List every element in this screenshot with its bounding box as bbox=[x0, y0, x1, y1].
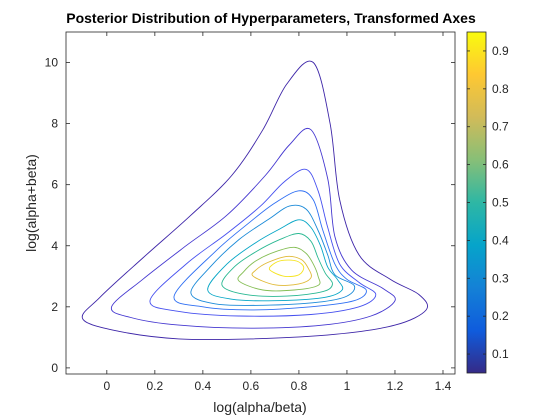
x-tick-label: 1 bbox=[344, 379, 351, 393]
contour-line-4 bbox=[190, 204, 356, 306]
x-axis-label: log(alpha/beta) bbox=[213, 399, 306, 415]
y-tick-label: 6 bbox=[51, 178, 58, 192]
contour-line-5 bbox=[207, 219, 344, 302]
axes: 0 0.2 0.4 0.6 0.8 1 1.2 1.4 0 2 4 6 8 10 bbox=[45, 32, 455, 393]
colorbar-tick-label: 0.9 bbox=[492, 44, 509, 58]
colorbar-tick-label: 0.4 bbox=[492, 233, 509, 247]
contour-line-0 bbox=[81, 60, 429, 341]
x-tick-label: 0.6 bbox=[243, 379, 260, 393]
colorbar-tick-label: 0.3 bbox=[492, 271, 509, 285]
contour-line-1 bbox=[110, 127, 396, 329]
x-tick-label: 0 bbox=[103, 379, 110, 393]
colorbar-tick-label: 0.6 bbox=[492, 158, 509, 172]
contour-line-2 bbox=[149, 168, 377, 317]
contour-line-8 bbox=[251, 255, 312, 286]
contour-line-3 bbox=[173, 190, 367, 311]
contour-line-7 bbox=[237, 246, 321, 292]
y-tick-label: 10 bbox=[45, 56, 59, 70]
y-tick-label: 0 bbox=[51, 361, 58, 375]
colorbar-tick-label: 0.7 bbox=[492, 120, 509, 134]
x-tick-label: 1.4 bbox=[435, 379, 452, 393]
colorbar-tick-label: 0.1 bbox=[492, 347, 509, 361]
x-tick-label: 1.2 bbox=[387, 379, 404, 393]
colorbar-tick-label: 0.2 bbox=[492, 309, 509, 323]
contour-line-6 bbox=[221, 233, 333, 297]
x-tick-label: 0.4 bbox=[195, 379, 212, 393]
y-axis-label: log(alpha+beta) bbox=[23, 154, 39, 252]
x-tick-label: 0.2 bbox=[147, 379, 164, 393]
colorbar-tick-label: 0.5 bbox=[492, 196, 509, 210]
chart-title: Posterior Distribution of Hyperparameter… bbox=[66, 10, 476, 26]
y-tick-label: 4 bbox=[51, 239, 58, 253]
contour-line-9 bbox=[268, 259, 305, 278]
x-tick-label: 0.8 bbox=[291, 379, 308, 393]
y-tick-label: 8 bbox=[51, 117, 58, 131]
contour-lines bbox=[81, 60, 429, 341]
colorbar-ticks: 0.1 0.2 0.3 0.4 0.5 0.6 0.7 0.8 0.9 bbox=[467, 44, 509, 361]
colorbar-tick-label: 0.8 bbox=[492, 82, 509, 96]
plot-area bbox=[65, 31, 456, 375]
y-tick-label: 2 bbox=[51, 300, 58, 314]
